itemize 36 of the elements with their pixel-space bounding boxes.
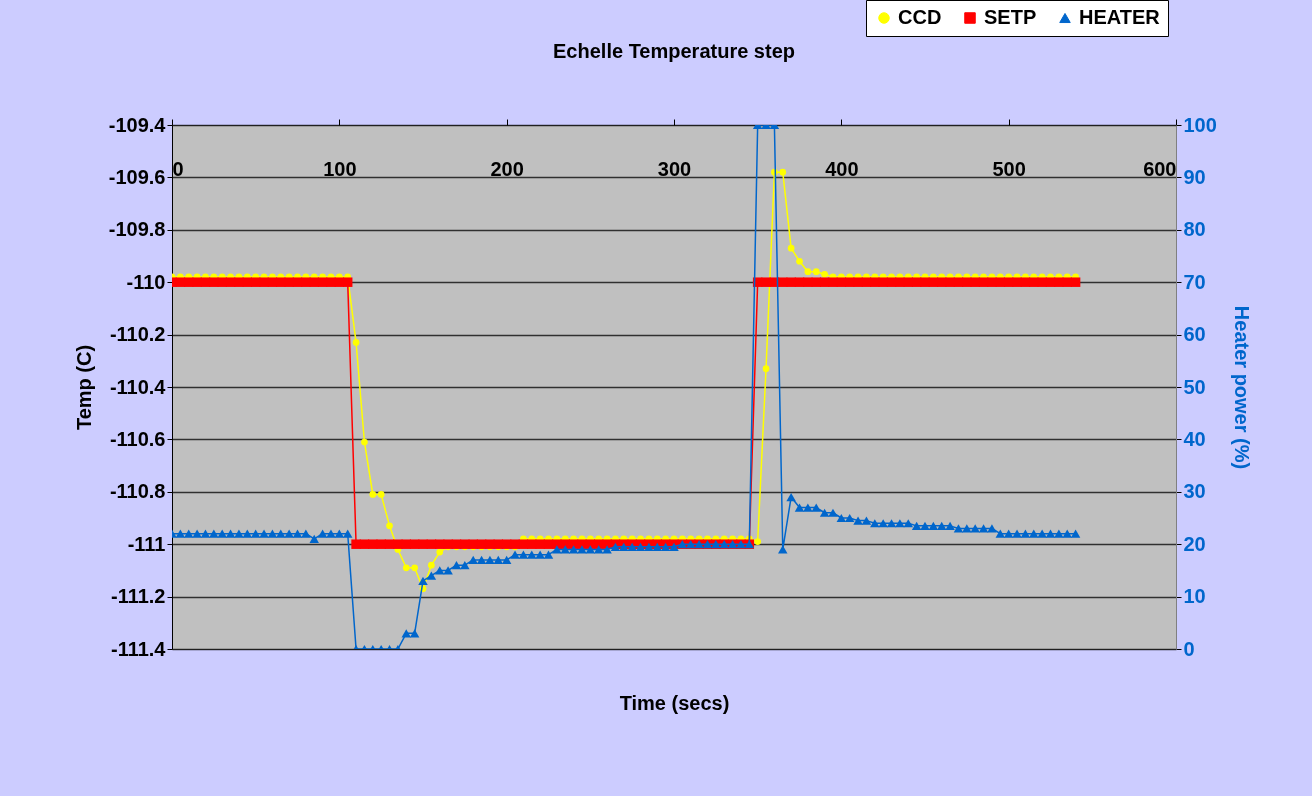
y2-tick-label: 70 (1183, 270, 1206, 293)
y2-tick-label: 60 (1183, 323, 1206, 346)
y2-tick-label: 20 (1183, 532, 1206, 555)
y-axis-title: Temp (C) (72, 344, 95, 431)
y2-tick-label: 40 (1183, 427, 1206, 450)
y-tick-label: -111.4 (110, 637, 167, 660)
legend-label: SETP (984, 6, 1037, 28)
y2-tick-label: 80 (1183, 218, 1206, 241)
y2-tick-label: 90 (1183, 165, 1206, 188)
y-tick-label: -109.8 (108, 218, 166, 241)
y2-tick-label: 30 (1183, 480, 1206, 503)
chart-title: Echelle Temperature step (553, 39, 795, 62)
x-tick-label: 500 (992, 157, 1026, 180)
y-tick-label: -110 (126, 270, 166, 293)
y2-tick-label: 100 (1183, 113, 1217, 136)
y-tick-label: -110.4 (109, 375, 167, 398)
y-tick-label: -109.6 (108, 165, 166, 188)
y-tick-label: -110.2 (109, 323, 166, 346)
y2-axis-title: Heater power (%) (1230, 305, 1253, 470)
y2-tick-label: 0 (1183, 637, 1195, 660)
legend-label: HEATER (1079, 6, 1161, 28)
y-tick-label: -111.2 (110, 585, 166, 608)
x-tick-label: 400 (825, 157, 859, 180)
x-tick-label: 600 (1143, 157, 1177, 180)
y2-tick-label: 10 (1183, 585, 1206, 608)
x-tick-label: 300 (657, 157, 692, 180)
y-tick-label: -110.6 (109, 427, 166, 450)
legend-label: CCD (898, 6, 942, 28)
x-tick-label: 200 (490, 157, 524, 180)
x-tick-label: 100 (323, 157, 357, 180)
x-axis-title: Time (secs) (619, 691, 730, 714)
x-tick-label: 0 (172, 157, 184, 180)
y-tick-label: -110.8 (109, 480, 166, 503)
y2-tick-label: 50 (1183, 375, 1206, 398)
y-tick-label: -109.4 (108, 113, 167, 136)
y-tick-label: -111 (127, 532, 166, 555)
